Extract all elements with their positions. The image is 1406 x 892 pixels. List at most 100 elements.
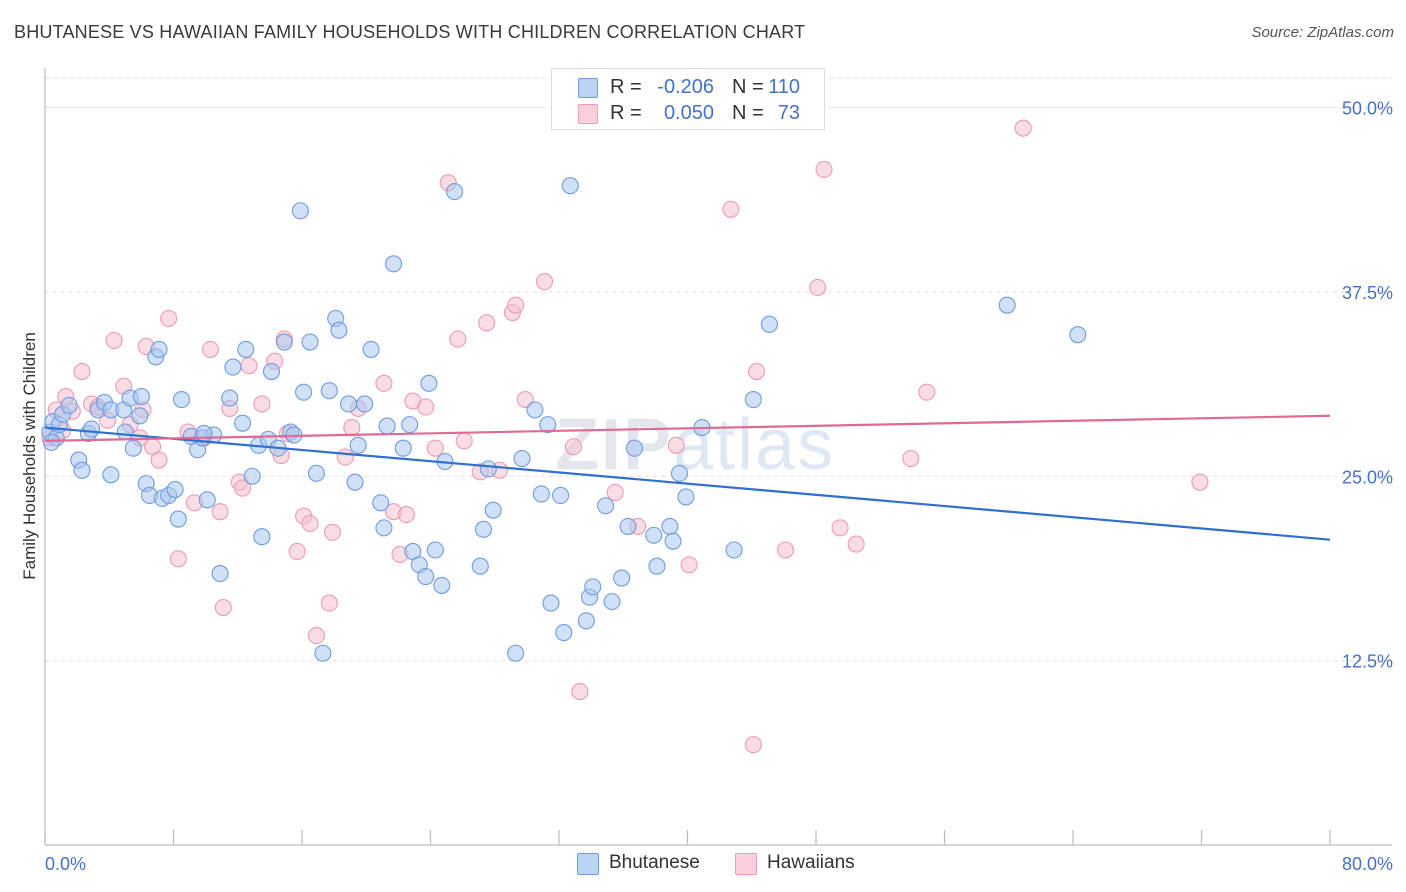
bhutanese-point bbox=[349, 436, 367, 454]
legend-n-value: 110 bbox=[768, 76, 800, 98]
bhutanese-point bbox=[555, 624, 573, 642]
hawaiians-point bbox=[744, 736, 762, 754]
bhutanese-point bbox=[102, 466, 120, 484]
bhutanese-point bbox=[320, 382, 338, 400]
hawaiians-point bbox=[417, 398, 435, 416]
x-tick-label: 0.0% bbox=[45, 854, 86, 874]
chart-source: Source: ZipAtlas.com bbox=[1251, 24, 1394, 41]
legend-swatch-bhutanese bbox=[578, 78, 598, 98]
bhutanese-point bbox=[577, 612, 595, 630]
hawaiians-point bbox=[307, 626, 326, 645]
bhutanese-point bbox=[150, 340, 168, 358]
hawaiians-point bbox=[667, 436, 685, 454]
bhutanese-point bbox=[195, 424, 213, 443]
y-tick-label: 25.0% bbox=[1342, 467, 1393, 487]
hawaiians-point bbox=[301, 514, 319, 533]
hawaiians-point bbox=[449, 330, 467, 348]
bhutanese-point bbox=[340, 395, 358, 413]
hawaiians-point bbox=[1191, 473, 1209, 491]
bhutanese-point bbox=[645, 526, 663, 544]
bhutanese-point bbox=[433, 576, 451, 594]
hawaiians-point bbox=[323, 523, 342, 541]
bhutanese-point bbox=[375, 519, 393, 537]
legend-row-bhutanese: R = -0.206 N = 110 bbox=[552, 74, 824, 100]
hawaiians-point bbox=[320, 594, 338, 612]
bhutanese-point bbox=[648, 557, 666, 575]
legend-r-label: R = bbox=[610, 102, 642, 124]
legend-row-hawaiians: R = 0.050 N = 73 bbox=[552, 100, 824, 126]
hawaiians-point bbox=[240, 357, 258, 375]
bhutanese-point bbox=[73, 461, 91, 479]
bhutanese-point bbox=[330, 321, 348, 339]
bhutanese-point bbox=[725, 541, 743, 559]
bhutanese-point bbox=[532, 485, 550, 503]
bhutanese-point bbox=[677, 488, 695, 506]
bhutanese-point bbox=[234, 414, 252, 432]
bhutanese-point bbox=[211, 565, 229, 583]
bhutanese-point bbox=[417, 567, 435, 586]
bhutanese-point bbox=[275, 333, 293, 351]
bhutanese-trend-line bbox=[44, 426, 1331, 541]
bhutanese-point bbox=[346, 473, 364, 491]
bhutanese-point bbox=[542, 594, 560, 612]
bhutanese-point bbox=[603, 593, 621, 611]
bhutanese-point bbox=[116, 423, 134, 441]
hawaiians-point bbox=[160, 309, 178, 327]
hawaiians-point bbox=[918, 383, 936, 401]
bhutanese-point bbox=[243, 467, 261, 485]
y-tick-label: 37.5% bbox=[1342, 283, 1393, 303]
bhutanese-point bbox=[401, 416, 419, 434]
hawaiians-point bbox=[722, 200, 740, 218]
bhutanese-point bbox=[362, 340, 380, 358]
bhutanese-point bbox=[664, 532, 682, 550]
legend-n-label: N = bbox=[732, 102, 764, 124]
bhutanese-point bbox=[385, 255, 403, 273]
hawaiians-point bbox=[902, 449, 920, 468]
bhutanese-point bbox=[394, 439, 412, 457]
bhutanese-point bbox=[253, 528, 271, 546]
bhutanese-point bbox=[198, 491, 216, 509]
bhutanese-point bbox=[224, 358, 242, 376]
hawaiians-point bbox=[809, 278, 827, 297]
hawaiians-point bbox=[397, 506, 415, 524]
legend-n-value: 73 bbox=[777, 102, 800, 124]
bhutanese-point bbox=[372, 494, 390, 512]
hawaiians-point bbox=[426, 439, 444, 457]
bhutanese-point bbox=[670, 464, 689, 482]
bhutanese-point bbox=[166, 480, 184, 499]
bhutanese-point bbox=[262, 362, 281, 381]
bhutanese-point bbox=[132, 388, 150, 406]
hawaiians-point bbox=[571, 683, 589, 701]
bhutanese-point bbox=[1069, 326, 1087, 344]
y-tick-label: 50.0% bbox=[1342, 99, 1393, 119]
bhutanese-point bbox=[625, 439, 644, 457]
bhutanese-point bbox=[661, 517, 679, 535]
hawaiians-point bbox=[375, 374, 393, 392]
bhutanese-point bbox=[597, 497, 615, 515]
hawaiians-point bbox=[150, 451, 168, 469]
bhutanese-point bbox=[526, 401, 544, 419]
hawaiians-point bbox=[253, 395, 271, 413]
bhutanese-point bbox=[539, 416, 557, 434]
legend-r-value: 0.050 bbox=[663, 102, 714, 124]
bhutanese-point bbox=[169, 510, 187, 528]
bhutanese-point bbox=[307, 464, 326, 482]
y-axis-label: Family Households with Children bbox=[20, 332, 39, 580]
hawaiians-point bbox=[336, 448, 354, 466]
hawaiians-point bbox=[234, 479, 252, 497]
hawaiians-point bbox=[288, 542, 306, 561]
hawaiians-point bbox=[606, 483, 624, 502]
hawaiians-point bbox=[201, 340, 219, 358]
hawaiians-point bbox=[455, 432, 473, 450]
bhutanese-swatch bbox=[577, 853, 599, 875]
bhutanese-point bbox=[513, 449, 531, 468]
bhutanese-point bbox=[420, 374, 438, 392]
bhutanese-point bbox=[744, 390, 762, 409]
bhutanese-point bbox=[613, 569, 631, 587]
y-tick-label: 12.5% bbox=[1342, 652, 1393, 672]
hawaiians-point bbox=[105, 331, 123, 350]
bhutanese-point bbox=[172, 390, 191, 409]
stats-legend: R = -0.206 N = 110 R = 0.050 N = 73 bbox=[551, 68, 825, 130]
bhutanese-point bbox=[314, 644, 332, 662]
